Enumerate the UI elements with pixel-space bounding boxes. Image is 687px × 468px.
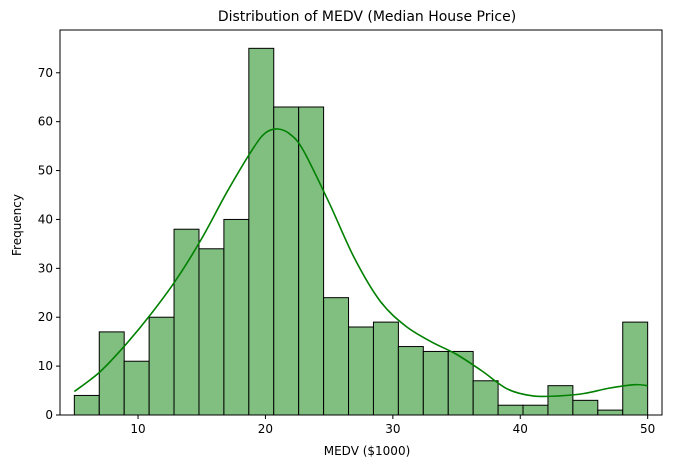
histogram-bar xyxy=(248,47,275,416)
y-axis-label: Frequency xyxy=(10,194,24,256)
histogram-bar xyxy=(597,409,624,416)
histogram-bar xyxy=(273,106,300,416)
histogram-bar xyxy=(547,385,574,416)
y-tick-label: 30 xyxy=(38,261,53,275)
y-tick-label: 0 xyxy=(45,408,53,422)
x-tick-label: 10 xyxy=(130,422,145,436)
kde-curve xyxy=(73,128,648,398)
y-tick-label: 50 xyxy=(38,164,53,178)
histogram-bar xyxy=(123,360,150,416)
histogram-bar xyxy=(522,404,549,416)
y-axis-ticks: 0 10 20 30 40 50 60 70 xyxy=(38,66,60,422)
histogram-bar xyxy=(198,248,225,416)
histogram-bar xyxy=(73,394,100,416)
histogram-bar xyxy=(372,321,399,416)
bars-group xyxy=(73,47,649,416)
y-tick-label: 10 xyxy=(38,359,53,373)
y-tick-label: 70 xyxy=(38,66,53,80)
histogram-bar xyxy=(497,404,524,416)
x-axis-label: MEDV ($1000) xyxy=(324,444,411,458)
histogram-bar xyxy=(622,321,649,416)
histogram-bar xyxy=(348,326,374,416)
plot-frame xyxy=(59,29,663,416)
chart-title: Distribution of MEDV (Median House Price… xyxy=(218,9,516,25)
histogram-bar xyxy=(98,331,125,416)
histogram-bar xyxy=(397,346,424,416)
histogram-bar xyxy=(572,399,599,416)
y-tick-label: 40 xyxy=(38,212,53,226)
x-tick-label: 50 xyxy=(640,422,655,436)
histogram-bar xyxy=(298,106,325,416)
histogram-bar xyxy=(173,228,200,416)
histogram-bar xyxy=(472,380,499,416)
histogram-bar xyxy=(447,350,474,416)
histogram-bar xyxy=(148,316,175,416)
x-axis-ticks: 10 20 30 40 50 xyxy=(130,415,655,436)
x-tick-label: 20 xyxy=(258,422,273,436)
x-tick-label: 30 xyxy=(385,422,400,436)
y-tick-label: 20 xyxy=(38,310,53,324)
y-tick-label: 60 xyxy=(38,115,53,129)
x-tick-label: 40 xyxy=(513,422,528,436)
histogram-bar xyxy=(223,218,250,416)
histogram-bar xyxy=(422,350,449,416)
histogram-bar xyxy=(323,297,350,416)
